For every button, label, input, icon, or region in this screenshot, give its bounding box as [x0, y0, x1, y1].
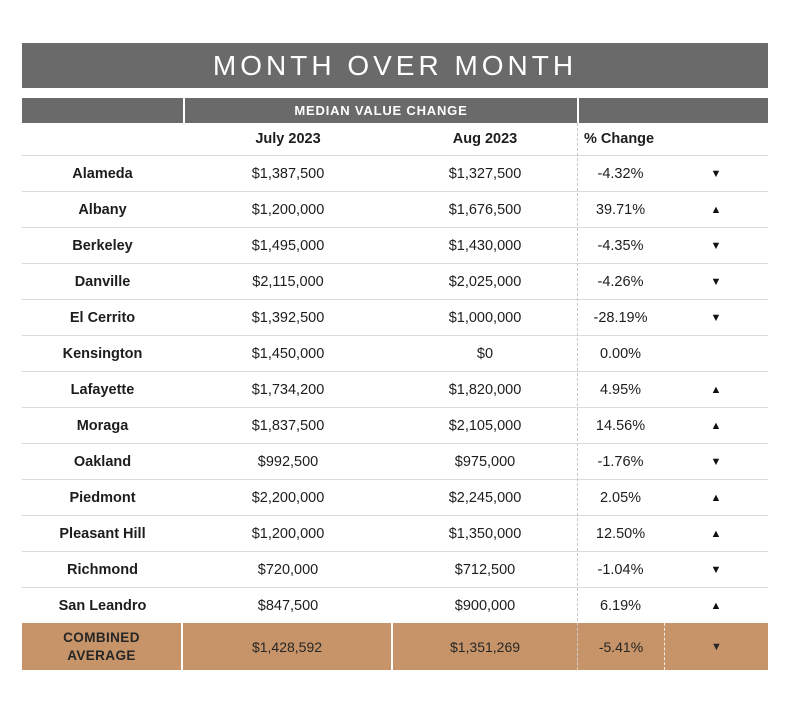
city-name: Kensington: [62, 345, 143, 362]
aug-value: $0: [476, 345, 494, 362]
table-row: El Cerrito $1,392,500 $1,000,000 -28.19% ▼: [22, 299, 768, 335]
pct-change-value: 2.05%: [599, 489, 642, 506]
table-title-bar: MONTH OVER MONTH: [22, 43, 768, 88]
aug-value: $900,000: [454, 597, 516, 614]
city-name: Richmond: [67, 561, 138, 578]
combined-average-pct-value: -5.41%: [577, 623, 664, 670]
city-name: Alameda: [72, 165, 133, 182]
july-value: $847,500: [257, 597, 319, 614]
city-name: Berkeley: [72, 237, 133, 254]
aug-value: $2,105,000: [448, 417, 522, 434]
month-over-month-table: MONTH OVER MONTH MEDIAN VALUE CHANGE Jul…: [22, 43, 768, 670]
july-value: $992,500: [257, 453, 319, 470]
combined-average-row: COMBINED AVERAGE $1,428,592 $1,351,269 -…: [22, 623, 768, 670]
july-value: $1,200,000: [251, 201, 325, 218]
table-row: Alameda $1,387,500 $1,327,500 -4.32% ▼: [22, 155, 768, 191]
trend-arrow-icon: ▼: [710, 167, 722, 180]
july-value: $1,450,000: [251, 345, 325, 362]
pct-change-value: -4.26%: [597, 273, 644, 290]
subheader-row: MEDIAN VALUE CHANGE: [22, 98, 768, 123]
pct-change-value: 4.95%: [599, 381, 642, 398]
city-name: Moraga: [76, 417, 129, 434]
pct-change-value: -4.35%: [597, 237, 644, 254]
trend-arrow-icon: ▼: [710, 311, 722, 324]
pct-change-value: -1.76%: [597, 453, 644, 470]
table-row: Danville $2,115,000 $2,025,000 -4.26% ▼: [22, 263, 768, 299]
pct-change-value: -28.19%: [593, 309, 648, 326]
trend-arrow-icon: ▲: [710, 599, 722, 612]
table-row: Kensington $1,450,000 $0 0.00%: [22, 335, 768, 371]
pct-change-value: 6.19%: [599, 597, 642, 614]
city-name: Pleasant Hill: [59, 525, 146, 542]
pct-change-value: 39.71%: [595, 201, 646, 218]
table-row: Pleasant Hill $1,200,000 $1,350,000 12.50% ▲: [22, 515, 768, 551]
city-name: Lafayette: [70, 381, 135, 398]
pct-change-column-header: % Change: [584, 131, 655, 147]
july-value: $1,495,000: [251, 237, 325, 254]
column-header-row: July 2023 Aug 2023 % Change: [22, 123, 768, 155]
aug-value: $1,350,000: [448, 525, 522, 542]
july-value: $1,837,500: [251, 417, 325, 434]
trend-arrow-icon: ▲: [710, 419, 722, 432]
table-row: Piedmont $2,200,000 $2,245,000 2.05% ▲: [22, 479, 768, 515]
table-body: Alameda $1,387,500 $1,327,500 -4.32% ▼ Albany…: [22, 155, 768, 623]
table-row: Albany $1,200,000 $1,676,500 39.71% ▲: [22, 191, 768, 227]
table-row: Lafayette $1,734,200 $1,820,000 4.95% ▲: [22, 371, 768, 407]
july-column-header: July 2023: [255, 131, 321, 147]
trend-arrow-icon: ▼: [710, 563, 722, 576]
subheader-left-segment: [22, 98, 183, 123]
aug-value: $1,820,000: [448, 381, 522, 398]
median-value-change-label: MEDIAN VALUE CHANGE: [294, 103, 468, 118]
trend-arrow-icon: ▼: [664, 623, 768, 670]
table-row: Berkeley $1,495,000 $1,430,000 -4.35% ▼: [22, 227, 768, 263]
july-value: $1,392,500: [251, 309, 325, 326]
pct-change-value: -4.32%: [597, 165, 644, 182]
trend-arrow-icon: ▼: [710, 455, 722, 468]
july-value: $2,115,000: [252, 273, 324, 290]
pct-change-value: 12.50%: [595, 525, 646, 542]
july-value: $1,387,500: [251, 165, 325, 182]
city-name: San Leandro: [58, 597, 147, 614]
trend-arrow-icon: ▲: [710, 527, 722, 540]
july-value: $720,000: [257, 561, 319, 578]
aug-value: $2,025,000: [448, 273, 522, 290]
city-name: El Cerrito: [69, 309, 136, 326]
pct-change-value: 14.56%: [595, 417, 646, 434]
trend-arrow-icon: ▼: [710, 275, 722, 288]
aug-value: $712,500: [454, 561, 516, 578]
trend-arrow-icon: ▲: [710, 203, 722, 216]
combined-average-aug-value: $1,351,269: [449, 638, 521, 655]
aug-value: $1,327,500: [448, 165, 522, 182]
combined-average-label: COMBINED AVERAGE: [22, 623, 183, 670]
aug-value: $1,430,000: [448, 237, 522, 254]
aug-column-header: Aug 2023: [452, 131, 518, 147]
city-name: Oakland: [73, 453, 132, 470]
aug-value: $975,000: [454, 453, 516, 470]
table-row: San Leandro $847,500 $900,000 6.19% ▲: [22, 587, 768, 623]
subheader-right-segment: [579, 98, 768, 123]
city-name: Piedmont: [69, 489, 136, 506]
trend-arrow-icon: ▼: [710, 239, 722, 252]
table-title: MONTH OVER MONTH: [212, 49, 578, 81]
table-row: Moraga $1,837,500 $2,105,000 14.56% ▲: [22, 407, 768, 443]
city-name: Danville: [74, 273, 131, 290]
aug-value: $1,676,500: [448, 201, 522, 218]
city-name: Albany: [78, 201, 127, 218]
combined-average-july-value: $1,428,592: [183, 623, 393, 670]
aug-value: $1,000,000: [448, 309, 522, 326]
july-value: $1,734,200: [251, 381, 325, 398]
aug-value: $2,245,000: [448, 489, 522, 506]
trend-arrow-icon: ▲: [710, 491, 722, 504]
pct-change-value: -1.04%: [597, 561, 644, 578]
july-value: $2,200,000: [251, 489, 325, 506]
july-value: $1,200,000: [251, 525, 325, 542]
pct-change-value: 0.00%: [599, 345, 642, 362]
table-row: Richmond $720,000 $712,500 -1.04% ▼: [22, 551, 768, 587]
table-row: Oakland $992,500 $975,000 -1.76% ▼: [22, 443, 768, 479]
trend-arrow-icon: ▲: [710, 383, 722, 396]
subheader-center-segment: MEDIAN VALUE CHANGE: [185, 98, 577, 123]
